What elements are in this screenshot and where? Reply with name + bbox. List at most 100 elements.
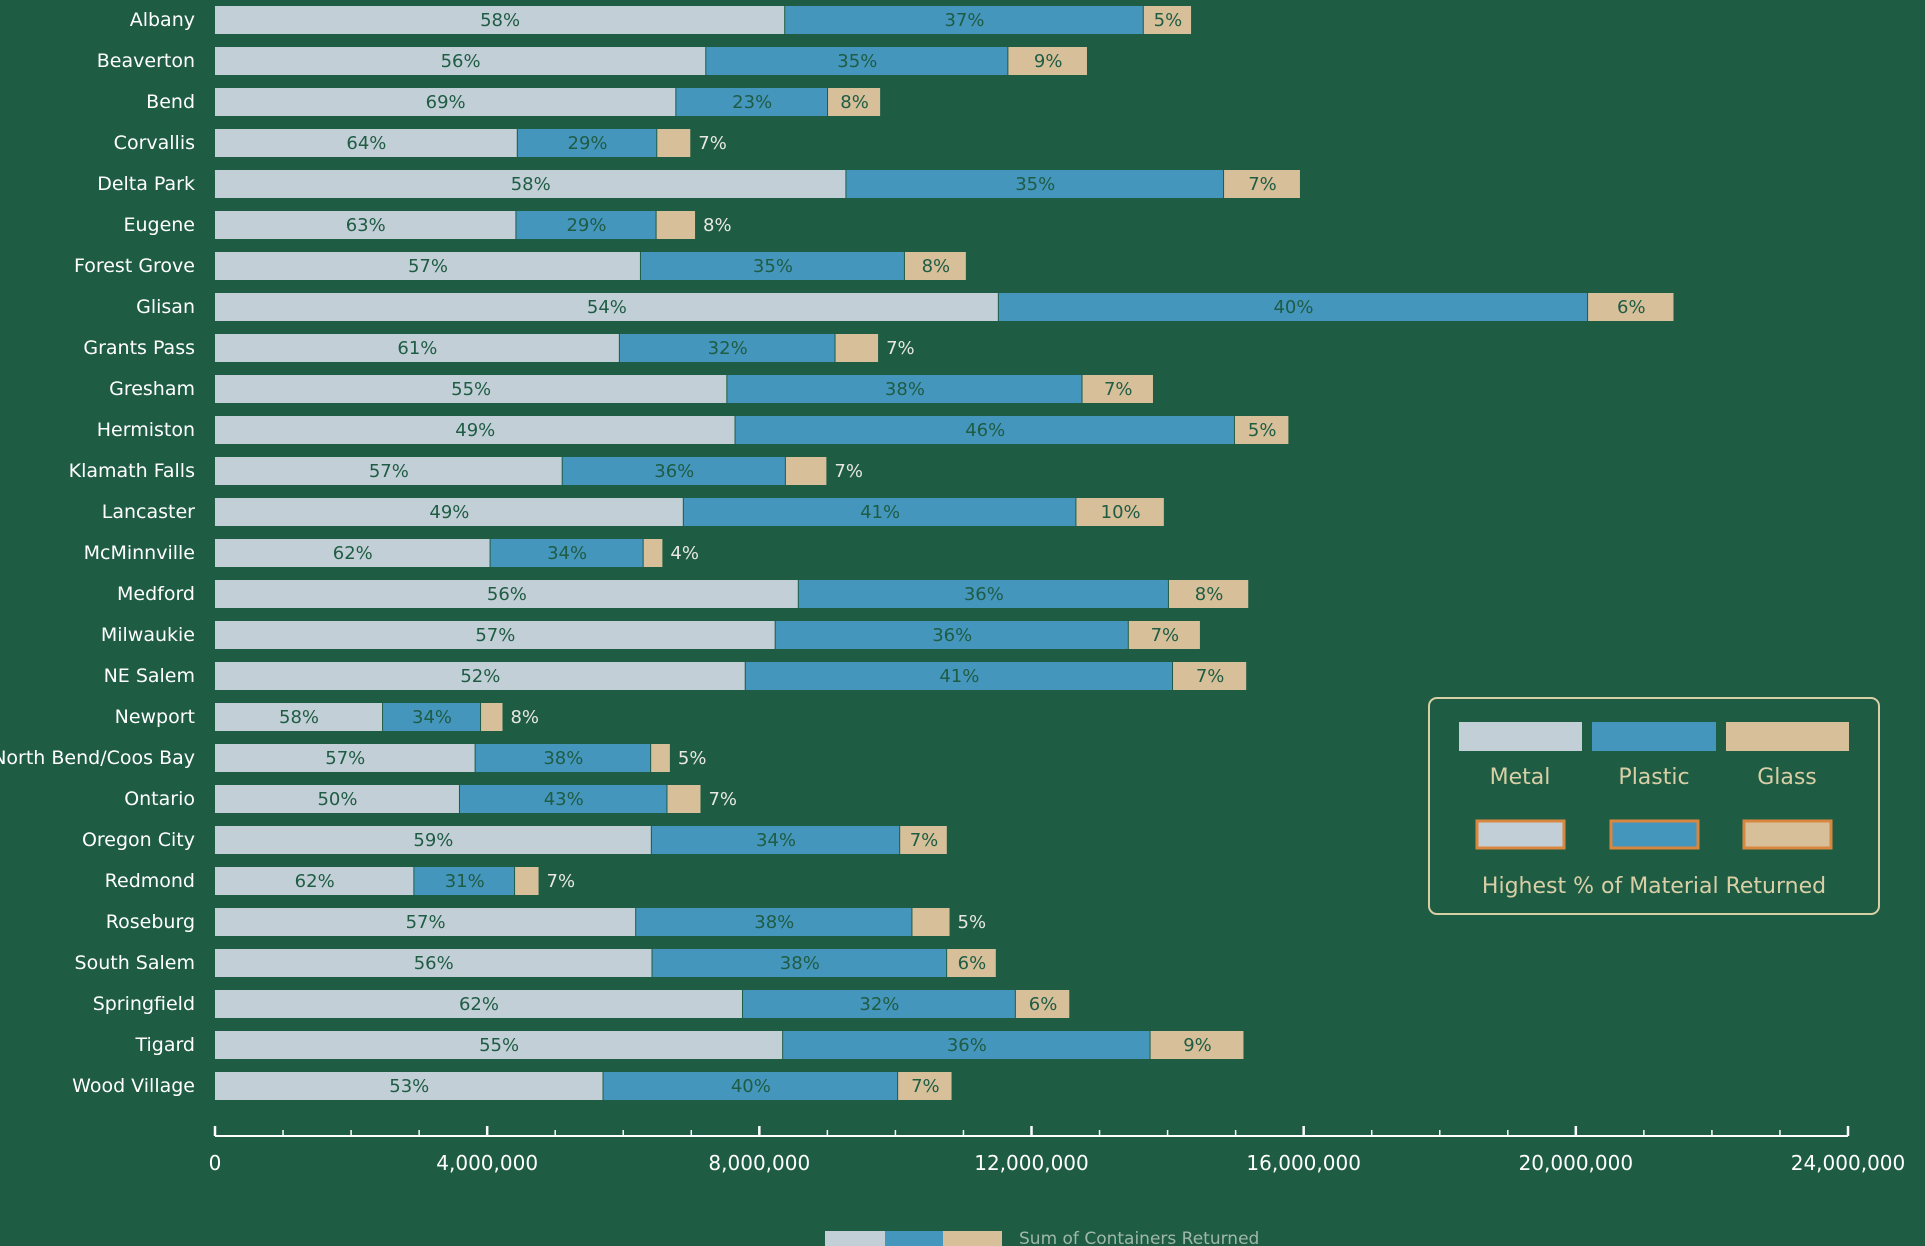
bar-label-plastic-tigard: 36% bbox=[947, 1035, 987, 1056]
bar-metal-delta-park bbox=[215, 170, 846, 198]
legend-box bbox=[1428, 697, 1880, 915]
category-label-hermiston: Hermiston bbox=[97, 419, 195, 441]
bar-label-metal-springfield: 62% bbox=[459, 994, 499, 1015]
category-label-grants-pass: Grants Pass bbox=[83, 337, 195, 359]
bar-label-plastic-eugene: 29% bbox=[566, 215, 606, 236]
bar-label-plastic-albany: 37% bbox=[944, 10, 984, 31]
bar-glass-ne-salem bbox=[1173, 662, 1247, 690]
bar-label-glass-eugene: 8% bbox=[703, 215, 732, 236]
bar-plastic-corvallis bbox=[517, 129, 657, 157]
category-label-glisan: Glisan bbox=[136, 296, 195, 318]
bar-metal-klamath-falls bbox=[215, 457, 562, 485]
category-label-medford: Medford bbox=[117, 583, 195, 605]
bar-label-metal-ontario: 50% bbox=[317, 789, 357, 810]
bar-label-metal-milwaukie: 57% bbox=[475, 625, 515, 646]
bar-metal-newport bbox=[215, 703, 383, 731]
bar-metal-milwaukie bbox=[215, 621, 775, 649]
category-label-ne-salem: NE Salem bbox=[104, 665, 195, 687]
bar-label-metal-south-salem: 56% bbox=[414, 953, 454, 974]
bar-label-glass-mcminnville: 4% bbox=[670, 543, 699, 564]
bottom-swatch-glass bbox=[943, 1231, 1002, 1246]
bottom-swatch-plastic bbox=[885, 1231, 943, 1246]
bar-plastic-tigard bbox=[783, 1031, 1150, 1059]
bar-glass-milwaukie bbox=[1128, 621, 1200, 649]
bar-glass-tigard bbox=[1150, 1031, 1244, 1059]
bar-label-plastic-forest-grove: 35% bbox=[753, 256, 793, 277]
bottom-swatch-metal bbox=[825, 1231, 885, 1246]
bar-label-plastic-medford: 36% bbox=[964, 584, 1004, 605]
bar-label-glass-beaverton: 9% bbox=[1034, 51, 1063, 72]
bar-label-glass-gresham: 7% bbox=[1104, 379, 1133, 400]
bar-metal-springfield bbox=[215, 990, 743, 1018]
legend-highlight-title: Highest % of Material Returned bbox=[1482, 874, 1826, 899]
bar-glass-north-bend-coos-bay bbox=[651, 744, 670, 772]
category-label-newport: Newport bbox=[115, 706, 195, 728]
bar-label-plastic-ontario: 43% bbox=[544, 789, 584, 810]
bar-metal-mcminnville bbox=[215, 539, 490, 567]
category-label-mcminnville: McMinnville bbox=[84, 542, 195, 564]
bar-glass-gresham bbox=[1082, 375, 1153, 403]
bar-metal-redmond bbox=[215, 867, 414, 895]
bar-label-glass-delta-park: 7% bbox=[1248, 174, 1277, 195]
bar-metal-albany bbox=[215, 6, 785, 34]
bar-label-glass-lancaster: 10% bbox=[1101, 502, 1141, 523]
legend-swatch-plastic bbox=[1592, 722, 1716, 751]
bar-glass-corvallis bbox=[657, 129, 691, 157]
bar-metal-south-salem bbox=[215, 949, 652, 977]
category-label-roseburg: Roseburg bbox=[106, 911, 195, 933]
bar-label-metal-corvallis: 64% bbox=[346, 133, 386, 154]
bar-glass-ontario bbox=[667, 785, 701, 813]
category-label-milwaukie: Milwaukie bbox=[101, 624, 195, 646]
bar-glass-wood-village bbox=[898, 1072, 952, 1100]
bar-glass-springfield bbox=[1015, 990, 1070, 1018]
bar-plastic-gresham bbox=[727, 375, 1082, 403]
bar-metal-beaverton bbox=[215, 47, 706, 75]
category-label-gresham: Gresham bbox=[109, 378, 195, 400]
x-tick-label: 0 bbox=[209, 1151, 222, 1175]
bar-glass-redmond bbox=[515, 867, 539, 895]
legend-highlight-plastic bbox=[1609, 819, 1700, 850]
bar-label-metal-ne-salem: 52% bbox=[460, 666, 500, 687]
bar-glass-forest-grove bbox=[904, 252, 966, 280]
category-label-lancaster: Lancaster bbox=[102, 501, 195, 523]
bar-label-metal-hermiston: 49% bbox=[455, 420, 495, 441]
bar-glass-mcminnville bbox=[643, 539, 663, 567]
bar-label-plastic-roseburg: 38% bbox=[754, 912, 794, 933]
x-tick-label: 8,000,000 bbox=[708, 1151, 810, 1175]
category-label-klamath-falls: Klamath Falls bbox=[69, 460, 195, 482]
bars-group: Albany 58% 37% 5% Beaverton 56% 35% 9% Bend 69% 23… bbox=[0, 6, 1674, 1100]
bar-plastic-ne-salem bbox=[745, 662, 1173, 690]
category-label-albany: Albany bbox=[130, 9, 195, 31]
bar-metal-ne-salem bbox=[215, 662, 745, 690]
bar-label-plastic-glisan: 40% bbox=[1273, 297, 1313, 318]
bar-glass-beaverton bbox=[1008, 47, 1087, 75]
bar-plastic-north-bend-coos-bay bbox=[475, 744, 651, 772]
category-label-redmond: Redmond bbox=[105, 870, 195, 892]
bar-label-glass-ontario: 7% bbox=[708, 789, 737, 810]
bottom-legend-label: Sum of Containers Returned bbox=[1019, 1229, 1259, 1246]
bar-plastic-lancaster bbox=[683, 498, 1076, 526]
bar-glass-newport bbox=[481, 703, 503, 731]
bar-metal-medford bbox=[215, 580, 798, 608]
bar-label-metal-gresham: 55% bbox=[451, 379, 491, 400]
bar-label-glass-springfield: 6% bbox=[1029, 994, 1058, 1015]
bar-metal-ontario bbox=[215, 785, 459, 813]
bar-label-glass-north-bend-coos-bay: 5% bbox=[678, 748, 707, 769]
legend-highlight-glass bbox=[1742, 819, 1833, 850]
bar-plastic-delta-park bbox=[846, 170, 1224, 198]
category-label-north-bend-coos-bay: North Bend/Coos Bay bbox=[0, 747, 195, 769]
bar-label-plastic-gresham: 38% bbox=[885, 379, 925, 400]
bar-label-metal-oregon-city: 59% bbox=[413, 830, 453, 851]
bar-plastic-ontario bbox=[459, 785, 667, 813]
bar-label-metal-tigard: 55% bbox=[479, 1035, 519, 1056]
bar-plastic-albany bbox=[785, 6, 1143, 34]
bar-label-metal-eugene: 63% bbox=[346, 215, 386, 236]
bar-glass-hermiston bbox=[1234, 416, 1289, 444]
category-label-springfield: Springfield bbox=[93, 993, 195, 1015]
bar-label-glass-newport: 8% bbox=[510, 707, 539, 728]
legend-label-glass: Glass bbox=[1757, 765, 1817, 790]
category-label-eugene: Eugene bbox=[123, 214, 195, 236]
bar-label-glass-bend: 8% bbox=[840, 92, 869, 113]
legend-swatch-metal bbox=[1459, 722, 1582, 751]
